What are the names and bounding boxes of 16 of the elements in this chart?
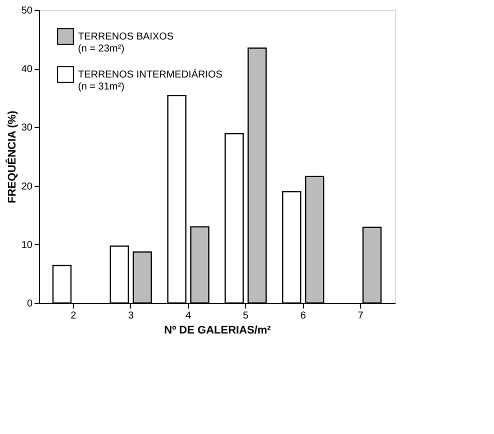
x-tick-label: 5 (242, 310, 249, 322)
x-tick-label: 4 (186, 310, 192, 322)
legend-label: TERRENOS BAIXOS (n = 23m²) (78, 32, 174, 54)
x-tick-label: 2 (70, 310, 77, 322)
x-tick-label: 6 (300, 310, 306, 322)
y-tick-label: 50 (21, 6, 33, 16)
legend-label: TERRENOS INTERMEDIÁRIOS (n = 31m²) (78, 68, 223, 92)
x-axis-title: Nº DE GALERIAS/m² (164, 324, 272, 336)
y-axis-title: FREQUÊNCIA (%) (5, 110, 18, 204)
x-tick-label: 7 (358, 310, 364, 322)
y-tick-label: 10 (21, 240, 33, 251)
x-tick-label: 3 (128, 310, 134, 322)
y-tick-label: 30 (21, 122, 33, 134)
y-tick-label: 20 (21, 181, 33, 192)
y-tick-label: 0 (26, 298, 33, 310)
y-tick-label: 40 (21, 64, 33, 76)
